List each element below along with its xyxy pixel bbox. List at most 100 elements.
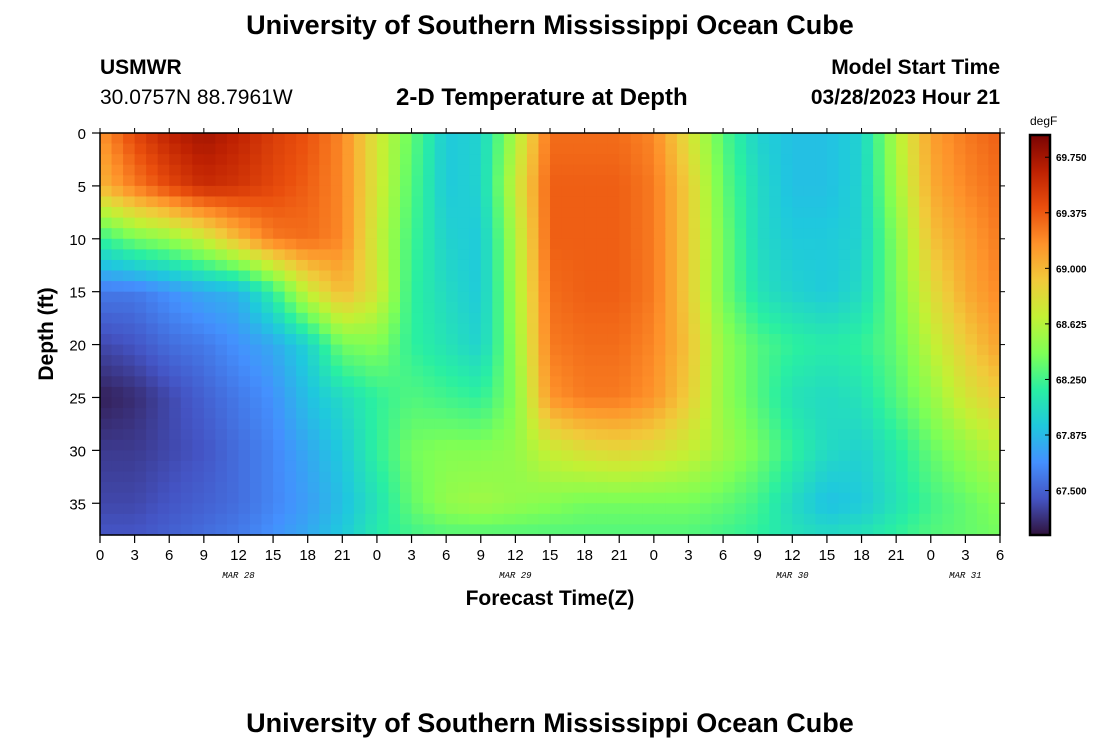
heatmap-cell — [423, 471, 436, 483]
heatmap-cell — [619, 492, 632, 504]
heatmap-cell — [157, 471, 170, 483]
heatmap-cell — [861, 365, 874, 377]
heatmap-cell — [630, 492, 643, 504]
heatmap-cell — [826, 185, 840, 198]
heatmap-cell — [226, 471, 240, 483]
heatmap-cell — [411, 154, 424, 166]
heatmap-cell — [550, 133, 563, 145]
heatmap-cell — [434, 164, 447, 176]
heatmap-cell — [284, 175, 297, 187]
heatmap-cell — [861, 408, 874, 420]
heatmap-cell — [930, 397, 943, 409]
heatmap-cell — [250, 471, 263, 483]
heatmap-cell — [711, 439, 724, 451]
heatmap-cell — [180, 397, 193, 409]
heatmap-cell — [619, 143, 632, 155]
heatmap-cell — [192, 312, 205, 325]
heatmap-cell — [123, 164, 136, 176]
heatmap-cell — [411, 281, 424, 293]
heatmap-cell — [376, 408, 390, 420]
x-tick-label: 12 — [507, 547, 524, 564]
heatmap-cell — [376, 334, 390, 346]
heatmap-cell — [192, 376, 205, 388]
heatmap-cell — [365, 524, 378, 536]
heatmap-cell — [342, 460, 355, 473]
heatmap-cell — [919, 376, 932, 388]
heatmap-cell — [700, 386, 713, 399]
heatmap-cell — [630, 249, 643, 261]
heatmap-cell — [619, 259, 632, 272]
heatmap-cell — [376, 524, 390, 536]
heatmap-cell — [976, 312, 990, 325]
heatmap-cell — [838, 429, 851, 441]
heatmap-cell — [226, 196, 240, 208]
heatmap-cell — [503, 312, 516, 325]
heatmap-cell — [238, 355, 251, 367]
heatmap-cell — [630, 471, 643, 483]
heatmap-cell — [826, 281, 840, 293]
heatmap-cell — [723, 312, 736, 325]
heatmap-cell — [988, 323, 1001, 335]
heatmap-cell — [803, 270, 816, 282]
heatmap-cell — [538, 513, 551, 526]
heatmap-cell — [769, 281, 782, 293]
heatmap-cell — [411, 133, 424, 145]
heatmap-cell — [492, 365, 505, 377]
heatmap-cell — [307, 323, 320, 335]
heatmap-cell — [330, 312, 343, 325]
heatmap-cell — [111, 503, 124, 515]
heatmap-cell — [607, 365, 620, 377]
heatmap-cell — [400, 492, 413, 504]
heatmap-cell — [676, 302, 690, 314]
heatmap-cell — [365, 439, 378, 451]
heatmap-cell — [642, 439, 655, 451]
heatmap-cell — [965, 164, 978, 176]
heatmap-cell — [284, 323, 297, 335]
heatmap-cell — [134, 450, 147, 462]
heatmap-cell — [930, 439, 943, 451]
heatmap-cell — [526, 196, 540, 208]
heatmap-cell — [676, 460, 690, 473]
heatmap-cell — [157, 418, 170, 430]
heatmap-cell — [492, 492, 505, 504]
x-tick-label: 6 — [719, 547, 727, 564]
heatmap-cell — [907, 143, 920, 155]
heatmap-cell — [896, 482, 909, 494]
heatmap-cell — [457, 291, 470, 303]
heatmap-cell — [919, 185, 932, 198]
heatmap-cell — [584, 175, 597, 187]
heatmap-cell — [930, 164, 943, 176]
heatmap-cell — [307, 238, 320, 250]
heatmap-cell — [388, 217, 401, 229]
heatmap-cell — [503, 460, 516, 473]
heatmap-cell — [111, 196, 124, 208]
heatmap-cell — [376, 344, 390, 356]
heatmap-cell — [642, 291, 655, 303]
heatmap-cell — [780, 154, 793, 166]
heatmap-cell — [192, 524, 205, 536]
heatmap-cell — [953, 259, 966, 272]
heatmap-cell — [838, 154, 851, 166]
heatmap-cell — [838, 164, 851, 176]
heatmap-cell — [815, 291, 828, 303]
heatmap-cell — [873, 471, 886, 483]
heatmap-cell — [942, 397, 955, 409]
heatmap-cell — [169, 302, 182, 314]
heatmap-cell — [446, 397, 459, 409]
heatmap-cell — [492, 386, 505, 399]
heatmap-cell — [342, 482, 355, 494]
heatmap-cell — [365, 429, 378, 441]
heatmap-cell — [111, 238, 124, 250]
heatmap-cell — [826, 418, 840, 430]
heatmap-cell — [734, 460, 747, 473]
heatmap-cell — [203, 302, 216, 314]
heatmap-cell — [584, 344, 597, 356]
heatmap-cell — [780, 259, 793, 272]
heatmap-cell — [526, 471, 540, 483]
heatmap-cell — [561, 355, 574, 367]
heatmap-cell — [203, 450, 216, 462]
heatmap-cell — [896, 175, 909, 187]
heatmap-cell — [815, 524, 828, 536]
heatmap-cell — [953, 196, 966, 208]
heatmap-cell — [896, 143, 909, 155]
